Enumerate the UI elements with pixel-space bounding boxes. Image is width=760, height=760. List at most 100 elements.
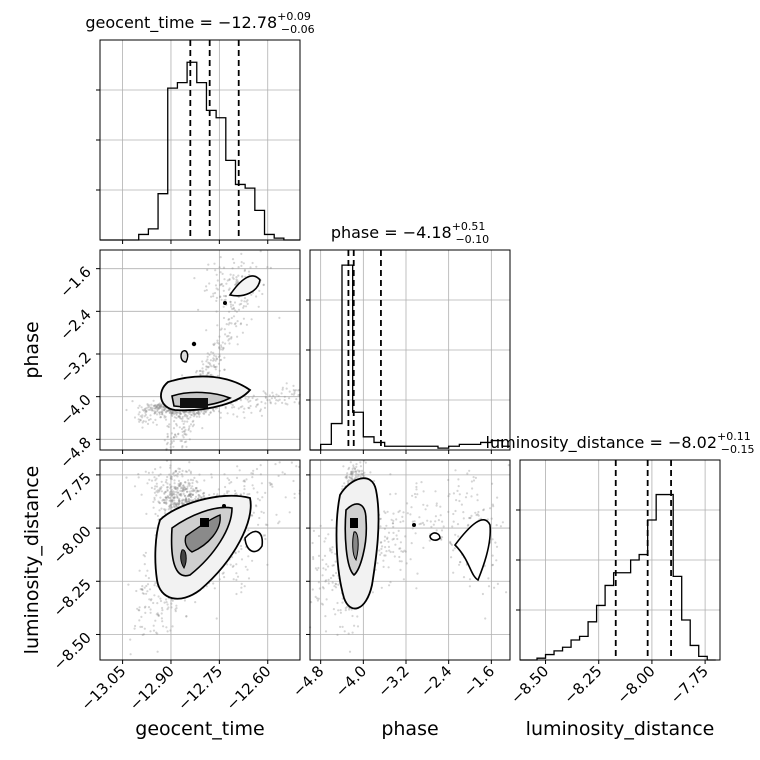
sample-point: [389, 550, 392, 554]
sample-point: [139, 418, 142, 421]
sample-point: [406, 502, 409, 505]
sample-point: [346, 480, 349, 483]
y-tick-label: −8.00: [50, 522, 95, 567]
sample-point: [277, 474, 280, 477]
sample-point: [142, 409, 145, 412]
sample-point: [160, 410, 163, 414]
sample-point: [165, 498, 168, 501]
sample-point: [173, 496, 177, 499]
sample-point: [413, 520, 416, 523]
sample-point: [411, 527, 414, 530]
panel-title: phase = −4.18+0.51 −0.10: [331, 220, 489, 246]
sample-point: [242, 480, 245, 483]
sample-point: [314, 567, 317, 570]
contour-dot: [191, 341, 197, 347]
sample-point: [160, 617, 163, 620]
sample-point: [158, 502, 161, 505]
sample-point: [171, 494, 174, 497]
sample-point: [233, 406, 236, 409]
sample-point: [260, 414, 263, 417]
sample-point: [355, 476, 358, 479]
sample-point: [258, 289, 261, 292]
sample-point: [160, 490, 163, 493]
sample-point: [182, 436, 185, 439]
sample-point: [180, 417, 183, 420]
sample-point: [197, 494, 200, 497]
sample-point: [495, 524, 498, 527]
sample-point: [292, 388, 295, 392]
sample-point: [163, 408, 166, 411]
sample-point: [237, 308, 241, 311]
histogram-step-line: [520, 493, 716, 661]
sample-point: [137, 406, 140, 409]
sample-point: [173, 420, 176, 423]
sample-point: [234, 552, 237, 555]
sample-point: [152, 500, 155, 503]
sample-point: [351, 475, 354, 478]
sample-point: [424, 508, 427, 511]
sample-point: [249, 404, 252, 408]
sample-point: [173, 495, 176, 498]
sample-point: [189, 430, 192, 433]
sample-point: [166, 475, 169, 479]
sample-point: [275, 513, 278, 516]
sample-point: [281, 388, 284, 391]
sample-point: [332, 574, 335, 577]
sample-point: [179, 493, 182, 496]
sample-point: [174, 486, 177, 489]
sample-point: [166, 603, 169, 606]
sample-point: [171, 498, 174, 502]
sample-point: [171, 412, 174, 415]
sample-point: [181, 475, 184, 478]
sample-point: [206, 268, 209, 271]
sample-point: [161, 408, 164, 411]
sample-point: [152, 601, 155, 605]
sample-point: [143, 586, 146, 589]
sample-point: [157, 500, 160, 503]
sample-point: [491, 538, 494, 541]
sample-point: [217, 488, 220, 491]
sample-point: [183, 494, 187, 497]
sample-point: [371, 591, 374, 594]
sample-point: [164, 490, 167, 494]
sample-point: [346, 472, 349, 475]
sample-point: [150, 403, 153, 406]
sample-point: [187, 499, 190, 503]
sample-point: [178, 493, 182, 496]
sample-point: [332, 564, 335, 567]
sample-point: [456, 523, 460, 526]
sample-point: [251, 396, 254, 400]
sample-point: [165, 501, 168, 504]
sample-point: [227, 490, 230, 493]
sample-point: [158, 489, 161, 492]
sample-point: [173, 416, 176, 419]
sample-point: [169, 499, 172, 502]
sample-point: [153, 412, 156, 415]
sample-point: [349, 472, 353, 475]
sample-point: [327, 533, 330, 536]
sample-point: [178, 500, 181, 503]
sample-point: [395, 518, 398, 521]
sample-point: [172, 413, 175, 416]
sample-point: [264, 523, 268, 526]
sample-point: [255, 403, 259, 406]
sample-point: [208, 413, 211, 416]
sample-point: [245, 323, 248, 326]
sample-point: [206, 371, 209, 374]
sample-point: [158, 406, 161, 409]
sample-point: [240, 582, 243, 586]
sample-point: [283, 472, 286, 475]
sample-point: [181, 434, 184, 437]
sample-point: [191, 493, 194, 496]
sample-point: [173, 499, 176, 502]
sample-point: [175, 607, 178, 610]
sample-point: [176, 496, 179, 499]
sample-point: [495, 545, 499, 548]
sample-point: [462, 576, 466, 579]
sample-point: [235, 280, 238, 283]
sample-point: [379, 525, 382, 528]
sample-point: [355, 465, 358, 468]
sample-point: [161, 606, 164, 610]
sample-point: [491, 554, 494, 557]
sample-point: [231, 304, 235, 307]
